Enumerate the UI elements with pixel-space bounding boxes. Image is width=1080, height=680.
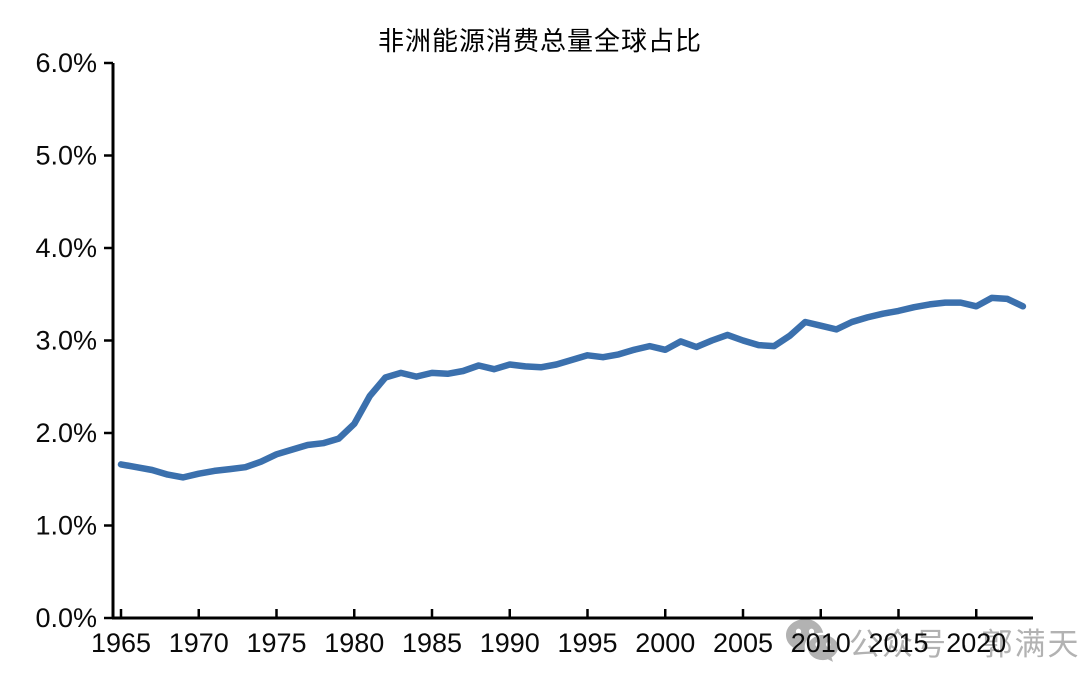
- wechat-icon: [784, 617, 840, 665]
- x-tick-label: 2020: [946, 628, 1006, 658]
- watermark: 公众号 · 郭满天: [784, 615, 1080, 667]
- x-tick-label: 1965: [91, 628, 151, 658]
- x-tick-label: 1990: [480, 628, 540, 658]
- y-tick-label: 4.0%: [35, 233, 97, 263]
- y-tick-label: 1.0%: [35, 511, 97, 541]
- y-tick-label: 0.0%: [35, 603, 97, 633]
- x-tick-label: 2010: [791, 628, 851, 658]
- watermark-text: 公众号 · 郭满天: [849, 626, 1080, 662]
- y-tick-label: 3.0%: [35, 326, 97, 356]
- x-tick-label: 1970: [169, 628, 229, 658]
- x-tick-label: 2015: [868, 628, 928, 658]
- y-tick-label: 5.0%: [35, 141, 97, 171]
- x-tick-label: 1995: [557, 628, 617, 658]
- y-tick-label: 2.0%: [35, 418, 97, 448]
- africa-energy-share-line: [117, 294, 1027, 481]
- chart-title: 非洲能源消费总量全球占比: [377, 27, 702, 57]
- y-tick-label: 6.0%: [35, 48, 97, 78]
- x-tick-label: 2000: [635, 628, 695, 658]
- x-tick-label: 1980: [324, 628, 384, 658]
- x-tick-label: 1975: [246, 628, 306, 658]
- x-tick-label: 2005: [713, 628, 773, 658]
- x-tick-label: 1985: [402, 628, 462, 658]
